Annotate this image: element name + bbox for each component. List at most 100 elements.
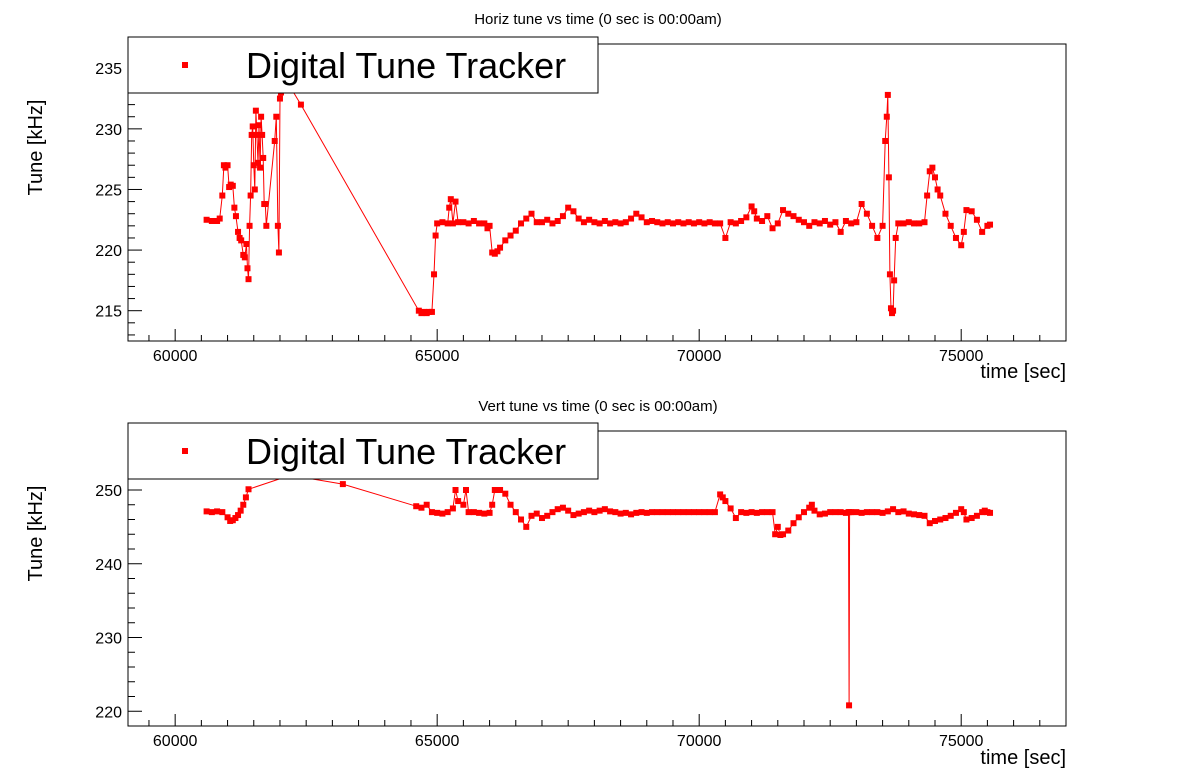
data-point: [254, 159, 261, 166]
data-point: [489, 501, 496, 508]
series-1: [203, 71, 994, 317]
data-point: [628, 215, 635, 222]
data-point: [633, 210, 640, 217]
data-point: [659, 509, 666, 516]
data-point: [486, 222, 493, 229]
data-point: [544, 512, 551, 519]
data-point: [439, 510, 446, 517]
data-point: [743, 214, 750, 221]
data-point: [806, 222, 813, 229]
data-point: [628, 511, 635, 518]
data-point: [886, 271, 893, 278]
data-point: [727, 219, 734, 226]
x-tick-label: 60000: [153, 348, 198, 365]
data-point: [706, 219, 713, 226]
data-point: [243, 241, 250, 248]
data-point: [727, 505, 734, 512]
data-point: [879, 222, 886, 229]
data-point: [916, 220, 923, 227]
data-point: [643, 219, 650, 226]
data-point: [259, 131, 266, 138]
x-axis-label: time [sec]: [980, 747, 1066, 769]
y-tick-label: 215: [95, 304, 122, 321]
data-point: [274, 222, 281, 229]
data-point: [258, 113, 265, 120]
data-point: [497, 244, 504, 251]
data-point: [297, 101, 304, 108]
data-point: [780, 531, 787, 538]
data-point: [748, 509, 755, 516]
legend-marker: [182, 62, 188, 68]
data-point: [891, 277, 898, 284]
data-point: [905, 510, 912, 517]
data-point: [247, 192, 254, 199]
data-point: [942, 515, 949, 522]
data-point: [738, 217, 745, 224]
data-point: [701, 220, 708, 227]
data-point: [800, 219, 807, 226]
data-point: [848, 220, 855, 227]
data-point: [853, 219, 860, 226]
data-point: [973, 512, 980, 519]
data-point: [942, 210, 949, 217]
data-point: [832, 509, 839, 516]
chart-panel-1: Horiz tune vs time (0 sec is 00:00am) 600…: [25, 11, 1067, 383]
data-point: [905, 219, 912, 226]
data-point: [800, 509, 807, 516]
data-point: [219, 192, 226, 199]
data-point: [664, 509, 671, 516]
data-point: [497, 487, 504, 493]
data-point: [772, 531, 779, 538]
data-point: [774, 523, 781, 530]
data-point: [696, 509, 703, 516]
x-tick-label: 65000: [415, 348, 460, 365]
data-point: [719, 494, 726, 501]
data-point: [549, 509, 556, 516]
data-point: [449, 220, 456, 227]
data-point: [460, 219, 467, 226]
data-point: [869, 509, 876, 516]
data-point: [612, 509, 619, 516]
data-point: [960, 509, 967, 516]
y-tick-label: 225: [95, 182, 122, 199]
data-point: [874, 509, 881, 516]
data-point: [271, 137, 278, 144]
data-point: [439, 219, 446, 226]
data-point: [591, 509, 598, 516]
data-point: [711, 220, 718, 227]
data-point: [575, 510, 582, 517]
data-point: [494, 248, 501, 255]
legend: Digital Tune Tracker: [127, 422, 599, 480]
data-point: [242, 494, 249, 501]
data-point: [241, 254, 248, 261]
data-point: [486, 509, 493, 516]
data-point: [884, 508, 891, 515]
data-point: [446, 204, 453, 211]
data-point: [884, 91, 891, 98]
x-tick-label: 75000: [939, 348, 984, 365]
data-point: [638, 509, 645, 516]
data-point: [528, 210, 535, 217]
data-point: [418, 504, 425, 511]
data-point: [921, 512, 928, 519]
data-point: [549, 220, 556, 227]
data-point: [664, 219, 671, 226]
y-tick-label: 240: [95, 557, 122, 574]
data-point: [518, 220, 525, 227]
data-point: [680, 220, 687, 227]
data-point: [769, 225, 776, 232]
data-point: [879, 509, 886, 516]
data-point: [237, 507, 244, 514]
data-point: [528, 512, 535, 519]
data-point: [260, 154, 267, 161]
legend-entry: Digital Tune Tracker: [246, 431, 566, 472]
data-point: [502, 237, 509, 244]
data-point: [890, 506, 897, 513]
data-point: [538, 515, 545, 522]
x-tick-label: 65000: [415, 733, 460, 750]
data-point: [465, 220, 472, 227]
data-point: [570, 512, 577, 519]
data-point: [649, 509, 656, 516]
data-point: [622, 509, 629, 516]
